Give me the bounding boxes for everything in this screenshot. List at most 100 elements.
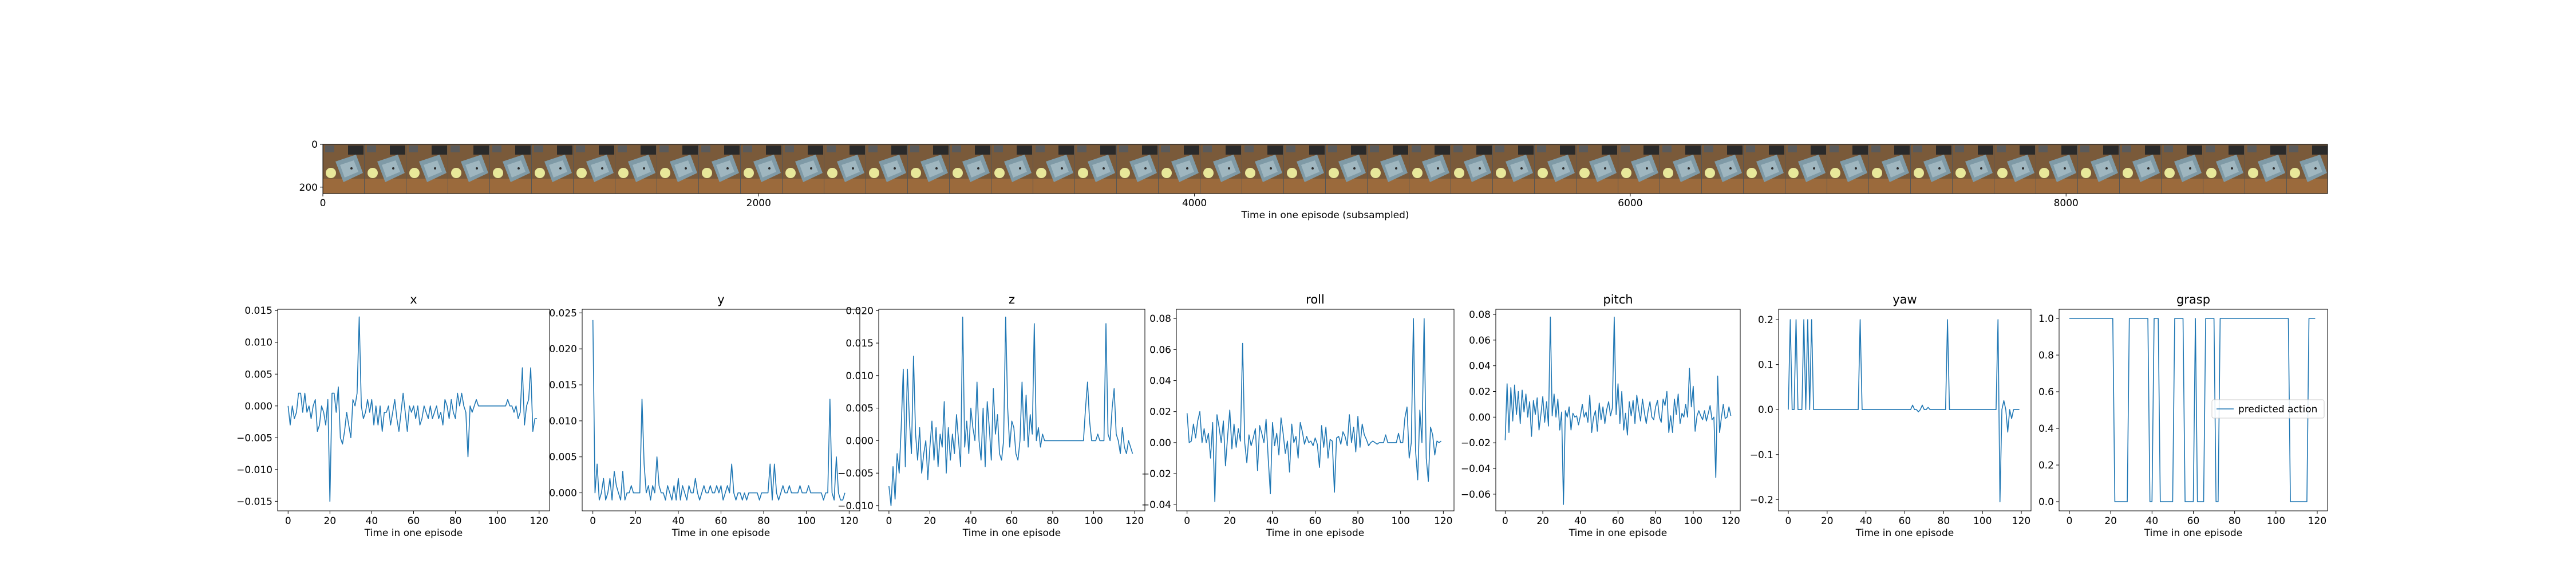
x-tick-label: 4000 — [1182, 198, 1207, 209]
x-axis-label: Time in one episode — [2144, 527, 2242, 539]
series-line — [888, 316, 1133, 506]
y-tick-label: 0.005 — [846, 403, 874, 415]
x-tick-label: 6000 — [1618, 198, 1642, 209]
y-tick-label: 0.010 — [846, 371, 874, 382]
y-tick-label: 0.00 — [1469, 412, 1491, 423]
x-tick-label: 2000 — [746, 198, 771, 209]
x-tick-label: 120 — [2308, 515, 2326, 527]
x-tick-label: 40 — [1574, 515, 1587, 527]
x-tick-label: 0 — [590, 515, 596, 527]
x-tick-label: 40 — [1860, 515, 1872, 527]
y-tick-label: −0.005 — [236, 432, 272, 444]
x-tick-label: 60 — [408, 515, 420, 527]
x-tick-label: 80 — [1046, 515, 1059, 527]
subplot-y: y 0 20 40 60 80 100 120 0.025 0.020 0.015 0.010 0.00… — [549, 293, 860, 539]
x-tick-label: 0 — [320, 198, 326, 209]
x-tick-label: 8000 — [2054, 198, 2079, 209]
x-tick-label: 20 — [2104, 515, 2117, 527]
y-tick-label: −0.1 — [1750, 450, 1773, 461]
y-tick-label: 0.010 — [549, 416, 577, 427]
y-tick-label: 0.010 — [244, 337, 272, 349]
x-tick-label: 0 — [1184, 515, 1190, 527]
y-tick-label: −0.02 — [1461, 438, 1491, 449]
x-tick-label: 60 — [715, 515, 728, 527]
x-tick-label: 0 — [285, 515, 291, 527]
x-axis-label: Time in one episode (subsampled) — [1240, 210, 1409, 221]
y-tick-label: 0.000 — [846, 435, 874, 447]
x-tick-label: 120 — [2012, 515, 2030, 527]
y-tick-label: 0.06 — [1469, 335, 1491, 346]
subplot-pitch: pitch 0 20 40 60 80 100 120 0.08 0.06 0.04 0.02 0.00… — [1461, 293, 1741, 539]
y-tick-label: −0.010 — [837, 501, 874, 512]
x-tick-label: 0 — [886, 515, 892, 527]
series-line — [287, 316, 538, 502]
y-tick-label: 0.00 — [1149, 438, 1171, 449]
x-tick-label: 120 — [1125, 515, 1144, 527]
y-tick-label: −0.02 — [1141, 468, 1171, 480]
x-axis-label: Time in one episode — [364, 527, 463, 539]
x-tick-label: 80 — [1649, 515, 1662, 527]
x-tick-label: 60 — [1612, 515, 1625, 527]
image-strip — [323, 144, 2328, 194]
x-tick-label: 60 — [1006, 515, 1018, 527]
plot-title: z — [1009, 293, 1015, 306]
y-tick-label: 200 — [299, 182, 318, 194]
y-tick-label: 0.08 — [1469, 309, 1491, 321]
plot-title: pitch — [1603, 293, 1633, 306]
y-tick-label: −0.04 — [1461, 463, 1491, 475]
subplot-grasp: grasp 0 20 40 60 80 100 120 1.0 0.8 0.6 0.4 0.2 0.0 Ti… — [2038, 293, 2328, 539]
plot-title: roll — [1306, 293, 1325, 306]
y-tick-label: 0.1 — [1758, 360, 1773, 371]
x-tick-label: 60 — [2187, 515, 2200, 527]
plot-frame — [878, 309, 1145, 511]
y-tick-label: 0.020 — [549, 344, 577, 355]
x-tick-label: 120 — [530, 515, 548, 527]
y-tick-label: −0.04 — [1141, 499, 1171, 511]
x-tick-label: 40 — [1266, 515, 1279, 527]
y-tick-label: 0 — [311, 139, 318, 151]
x-tick-label: 100 — [797, 515, 816, 527]
y-tick-label: 0.015 — [549, 380, 577, 391]
y-tick-label: 0.04 — [1149, 376, 1171, 387]
y-tick-label: 0.06 — [1149, 344, 1171, 356]
y-tick-label: −0.06 — [1461, 489, 1491, 501]
plot-title: grasp — [2176, 293, 2210, 306]
plot-frame — [1495, 309, 1741, 511]
subplot-yaw: yaw 0 20 40 60 80 100 120 0.2 0.1 0.0 −0.1 −0.2 Time … — [1750, 293, 2032, 539]
image-strip-border — [322, 144, 2328, 194]
x-tick-label: 100 — [488, 515, 506, 527]
x-axis-label: Time in one episode — [671, 527, 770, 539]
x-axis-label: Time in one episode — [962, 527, 1061, 539]
x-tick-label: 100 — [1684, 515, 1702, 527]
x-tick-label: 80 — [1938, 515, 1950, 527]
x-tick-label: 100 — [1084, 515, 1103, 527]
y-tick-label: 0.4 — [2038, 423, 2054, 435]
x-tick-label: 40 — [366, 515, 378, 527]
y-tick-label: 0.04 — [1469, 361, 1491, 372]
x-tick-label: 120 — [840, 515, 858, 527]
legend-label: predicted action — [2238, 404, 2317, 415]
plot-title: x — [410, 293, 417, 306]
y-tick-label: 1.0 — [2038, 313, 2054, 325]
x-tick-label: 60 — [1899, 515, 1911, 527]
y-tick-label: 0.02 — [1149, 407, 1171, 418]
x-tick-label: 0 — [2067, 515, 2073, 527]
y-tick-label: 0.0 — [2038, 497, 2054, 508]
plot-title: yaw — [1893, 293, 1917, 306]
y-tick-label: 0.005 — [244, 369, 272, 380]
y-tick-label: 0.08 — [1149, 313, 1171, 325]
x-tick-label: 80 — [2229, 515, 2241, 527]
y-tick-label: 0.6 — [2038, 387, 2054, 398]
y-tick-label: 0.2 — [1758, 314, 1773, 326]
y-tick-label: 0.2 — [2038, 460, 2054, 471]
y-tick-label: 0.000 — [549, 488, 577, 499]
x-tick-label: 20 — [1821, 515, 1834, 527]
plot-title: y — [717, 293, 724, 306]
y-tick-label: 0.8 — [2038, 350, 2054, 361]
x-tick-label: 100 — [2267, 515, 2285, 527]
subplot-roll: roll 0 20 40 60 80 100 120 0.08 0.06 0.04 0.02 0.00 −… — [1141, 293, 1455, 539]
subplot-z: z 0 20 40 60 80 100 120 0.020 0.015 0.010 0.005 0.00… — [837, 293, 1145, 539]
